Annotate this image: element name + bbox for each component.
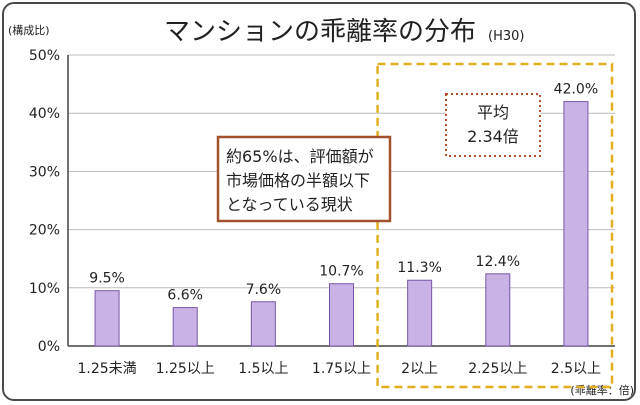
value-label: 7.6% — [246, 282, 282, 298]
note-line-3: となっている現状 — [226, 195, 353, 214]
note-box-border — [216, 135, 392, 223]
chart-subtitle: (H30) — [488, 29, 524, 44]
category-labels: 1.25未満 1.25以上 1.5以上 1.75以上 2以上 2.25以上 2.5以上 — [77, 361, 601, 377]
category-label: 1.75以上 — [312, 361, 371, 377]
value-label: 6.6% — [167, 288, 203, 304]
bars — [94, 101, 589, 347]
y-axis-label: (構成比) — [8, 24, 50, 37]
bar — [250, 301, 276, 347]
y-ticks: 0% 10% 20% 30% 40% 50% — [29, 48, 60, 355]
category-label: 2.5以上 — [551, 361, 601, 377]
y-tick-label: 50% — [29, 48, 60, 64]
category-label: 1.25以上 — [156, 361, 215, 377]
y-tick-label: 0% — [38, 339, 60, 355]
bar — [329, 283, 354, 347]
value-label: 12.4% — [476, 254, 520, 270]
y-tick-label: 10% — [29, 281, 60, 297]
note-line-1: 約65%は、評価額が — [226, 147, 374, 166]
value-label: 42.0% — [554, 82, 598, 98]
y-tick-label: 20% — [29, 223, 60, 239]
category-label: 2以上 — [401, 361, 438, 377]
average-box: 平均 2.34倍 — [445, 93, 541, 157]
y-tick-label: 30% — [29, 164, 60, 180]
average-box-border — [445, 93, 541, 157]
x-axis-label: (乖離率：倍) — [570, 383, 634, 397]
bar — [94, 290, 120, 347]
highlight-region — [376, 62, 614, 389]
bar — [563, 101, 589, 347]
y-grid — [68, 54, 615, 289]
note-line-2: 市場価格の半額以下 — [226, 171, 370, 190]
value-label: 9.5% — [89, 271, 125, 287]
average-label: 平均 — [477, 103, 509, 122]
category-label: 1.5以上 — [238, 361, 288, 377]
note-box: 約65%は、評価額が 市場価格の半額以下 となっている現状 — [216, 135, 392, 223]
category-label: 2.25以上 — [468, 361, 527, 377]
category-label: 1.25未満 — [77, 361, 136, 377]
bar — [407, 279, 433, 347]
bar — [172, 307, 198, 347]
average-value: 2.34倍 — [467, 127, 519, 146]
value-label: 10.7% — [319, 264, 363, 280]
value-label: 11.3% — [397, 260, 441, 276]
value-labels: 9.5% 6.6% 7.6% 10.7% 11.3% 12.4% 42.0% — [89, 82, 598, 304]
chart-title: マンションの乖離率の分布 — [164, 17, 476, 47]
y-tick-label: 40% — [29, 106, 60, 122]
bar — [485, 273, 511, 347]
